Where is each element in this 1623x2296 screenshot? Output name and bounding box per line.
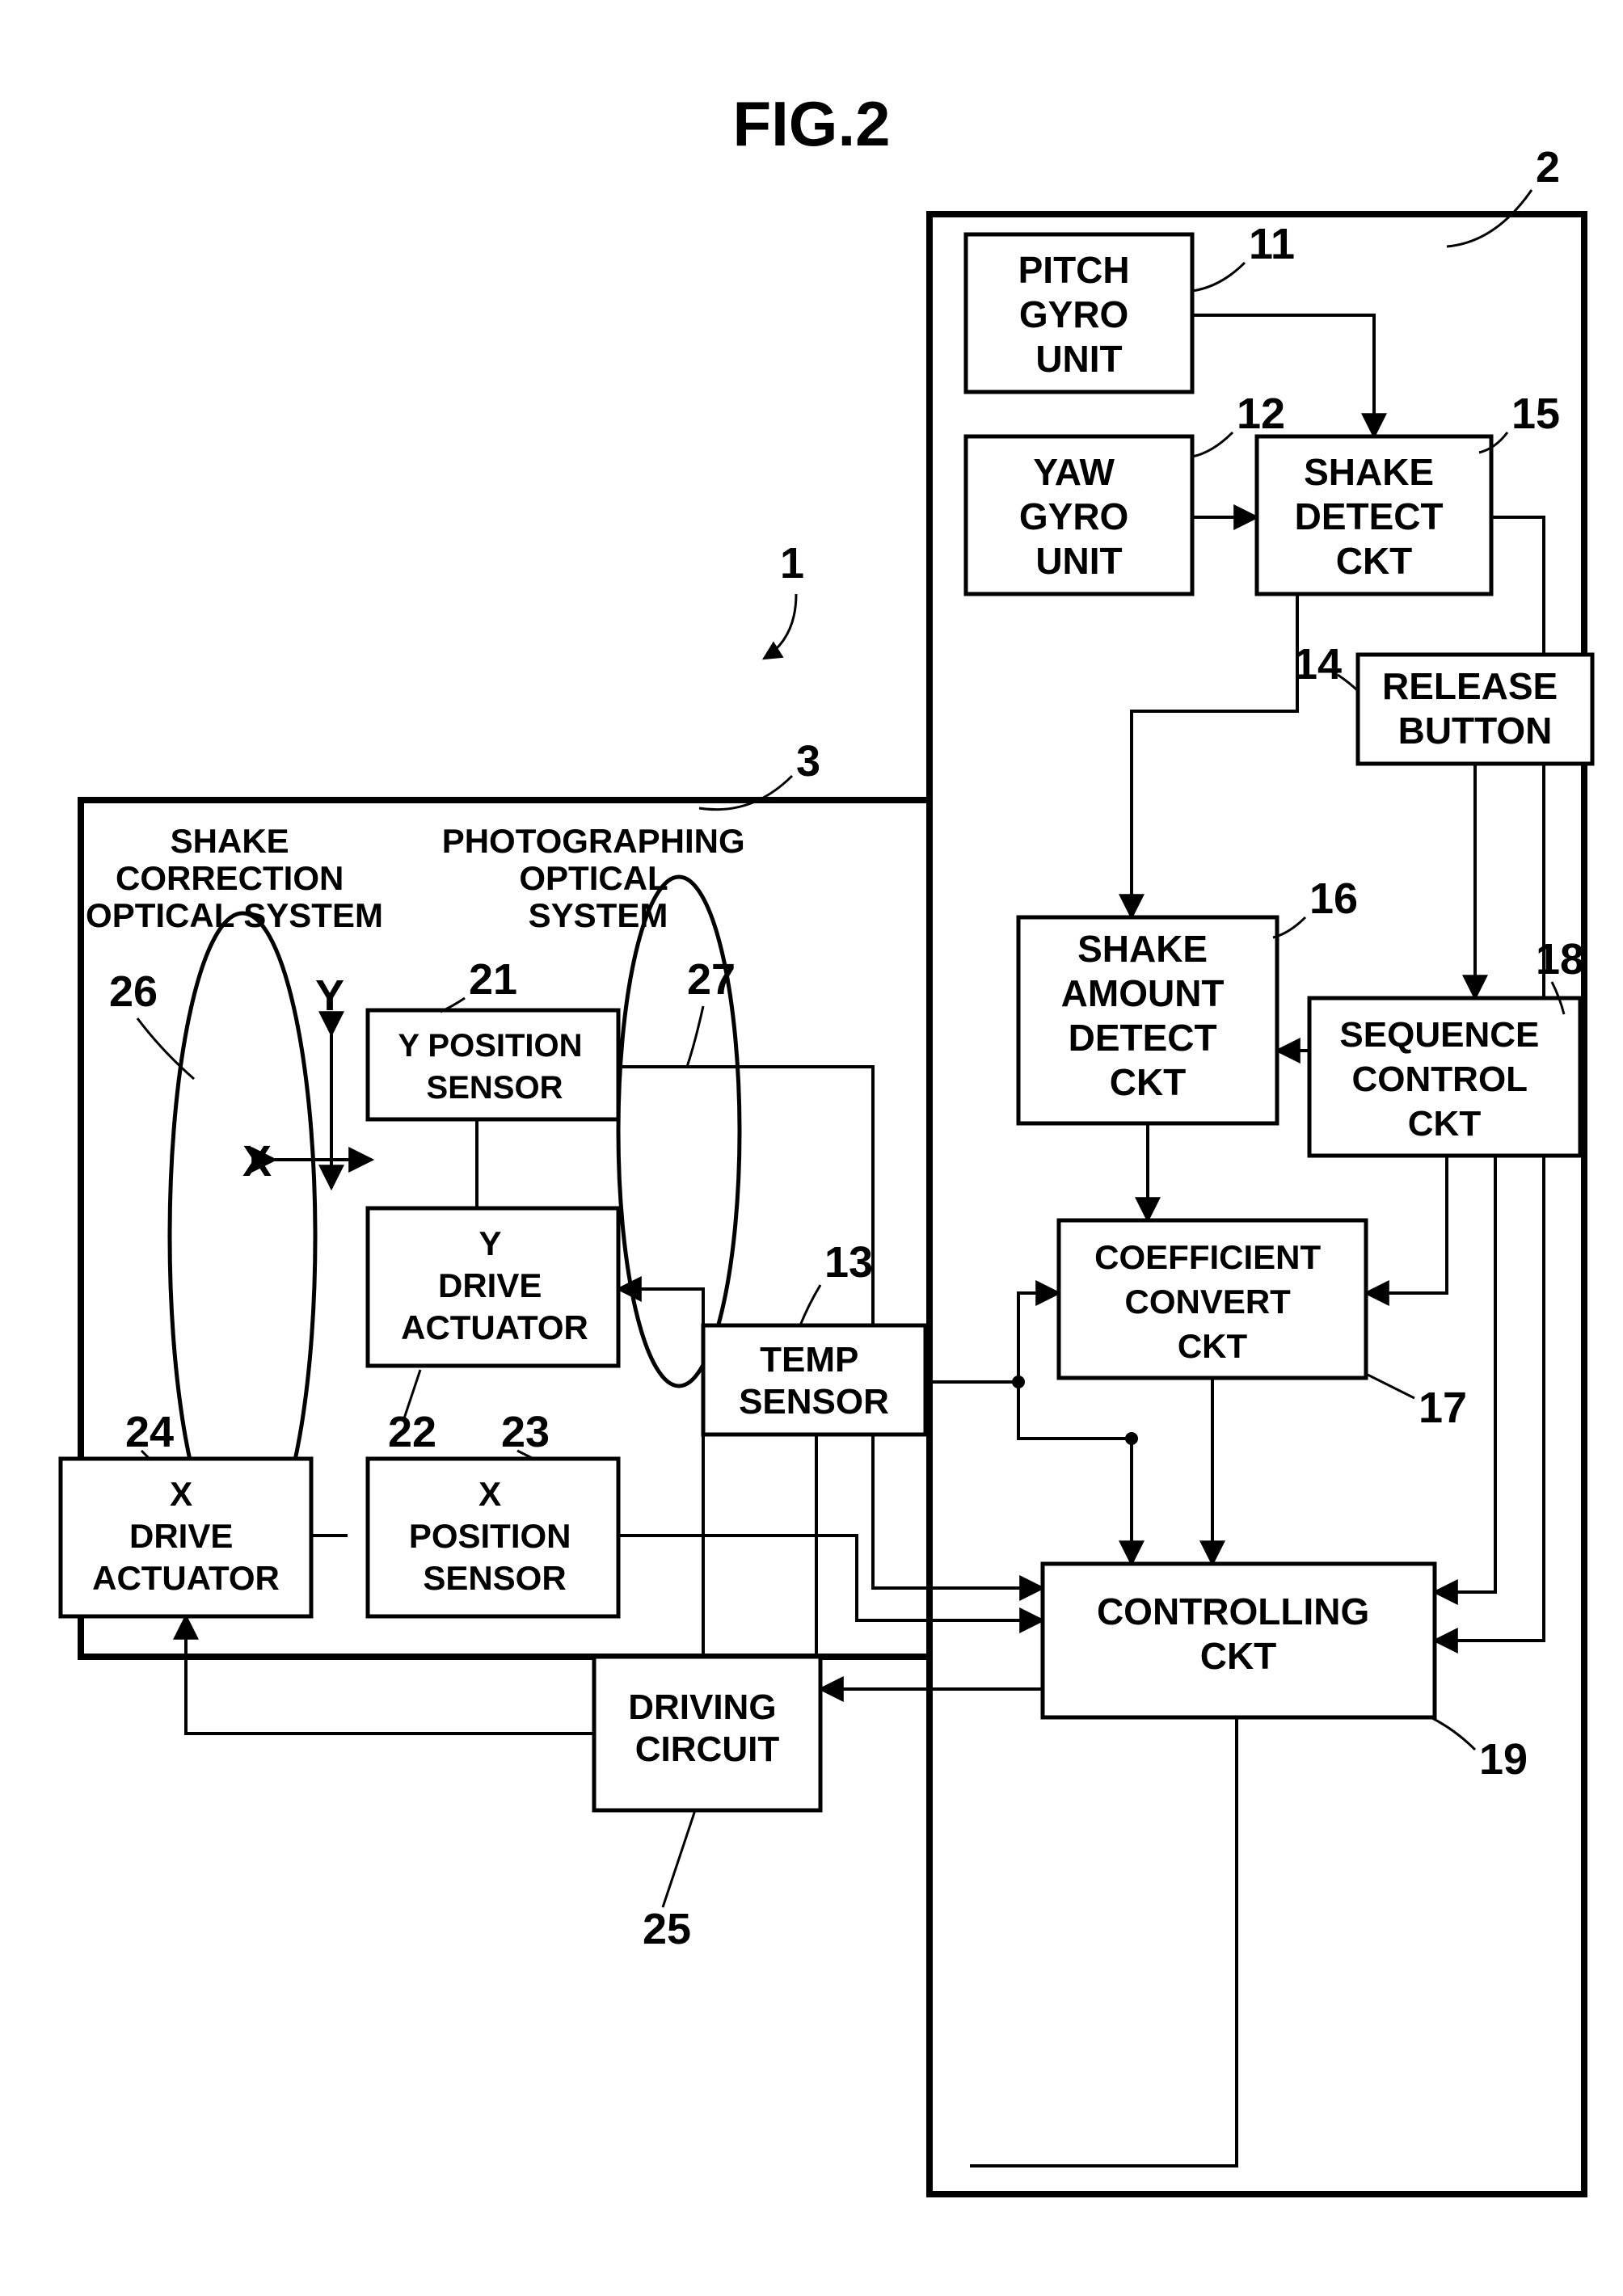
ref-21: 21	[469, 955, 517, 1004]
shake-correction-label: SHAKE CORRECTION OPTICAL SYSTEM	[86, 822, 383, 934]
yaw-gyro-block: YAW GYRO UNIT	[966, 436, 1192, 594]
ref-24: 24	[125, 1408, 174, 1456]
release-button-block: RELEASE BUTTON	[1358, 655, 1592, 764]
ref-18: 18	[1536, 935, 1584, 984]
y-drive-actuator-block: Y DRIVE ACTUATOR	[368, 1208, 618, 1366]
ref-2: 2	[1536, 143, 1560, 192]
ref-14: 14	[1293, 640, 1342, 689]
ref-19: 19	[1479, 1735, 1528, 1784]
photographing-label: PHOTOGRAPHING OPTICAL SYSTEM	[442, 822, 755, 934]
shake-amount-block: SHAKE AMOUNT DETECT CKT	[1018, 917, 1277, 1123]
sequence-block: SEQUENCE CONTROL CKT	[1309, 998, 1580, 1156]
x-drive-actuator-block: X DRIVE ACTUATOR	[61, 1459, 311, 1616]
ref-25: 25	[643, 1905, 691, 1953]
conn-detect-amount	[1132, 594, 1297, 917]
conn-temp-ctrl	[1018, 1382, 1132, 1564]
conn-temp-coef	[1018, 1293, 1059, 1382]
ref-25-lead	[663, 1810, 695, 1907]
ref-16: 16	[1309, 874, 1358, 923]
ref-13: 13	[824, 1238, 873, 1287]
ref-12: 12	[1237, 390, 1285, 438]
ref-3-leader	[699, 776, 792, 810]
ref-19-lead	[1431, 1717, 1475, 1750]
conn-driving-xdrive	[186, 1616, 594, 1734]
conn-xpos-ctrl	[618, 1536, 1043, 1620]
axis-y-label: Y	[315, 971, 344, 1020]
svg-text:PITCH GYRO UNIT: PITCH GYRO UNIT	[1018, 249, 1140, 380]
ref-26: 26	[109, 967, 158, 1016]
x-position-sensor-block: X POSITION SENSOR	[368, 1459, 618, 1616]
ref-13-lead	[800, 1285, 820, 1325]
ref-11: 11	[1249, 220, 1295, 268]
ref-15: 15	[1511, 390, 1560, 438]
lens-27	[618, 877, 740, 1386]
svg-text:YAW GYRO UNIT: YAW GYRO UNIT	[1019, 451, 1139, 582]
ref-27: 27	[687, 955, 736, 1004]
ref-27-lead	[687, 1006, 703, 1067]
ref-2-leader	[1447, 190, 1532, 246]
shake-detect-block: SHAKE DETECT CKT	[1257, 436, 1491, 594]
ref-1-arrow	[764, 594, 796, 659]
conn-ctrl-loop	[970, 1717, 1237, 2166]
axis-x-label: X	[242, 1137, 272, 1186]
y-position-sensor-block: Y POSITION SENSOR	[368, 1010, 618, 1119]
ref-1: 1	[780, 539, 804, 588]
driving-circuit-block: DRIVING CIRCUIT	[594, 1657, 820, 1810]
ref-22: 22	[388, 1408, 436, 1456]
conn-driving-ydrive	[618, 1289, 703, 1657]
ref-12-lead	[1192, 432, 1233, 457]
figure-title: FIG.2	[732, 88, 890, 159]
ref-23: 23	[501, 1408, 550, 1456]
conn-seq-ctrl	[1435, 1156, 1495, 1592]
conn-seq-coef	[1366, 1156, 1447, 1293]
temp-sensor-block: TEMP SENSOR	[703, 1325, 925, 1434]
pitch-gyro-block: PITCH GYRO UNIT	[966, 234, 1192, 392]
ref-17-lead	[1366, 1374, 1414, 1398]
coefficient-block: COEFFICIENT CONVERT CKT	[1059, 1220, 1366, 1378]
ref-17: 17	[1419, 1384, 1467, 1432]
ref-11-lead	[1192, 263, 1245, 291]
ref-3: 3	[796, 737, 820, 786]
controlling-block: CONTROLLING CKT	[1043, 1564, 1435, 1717]
